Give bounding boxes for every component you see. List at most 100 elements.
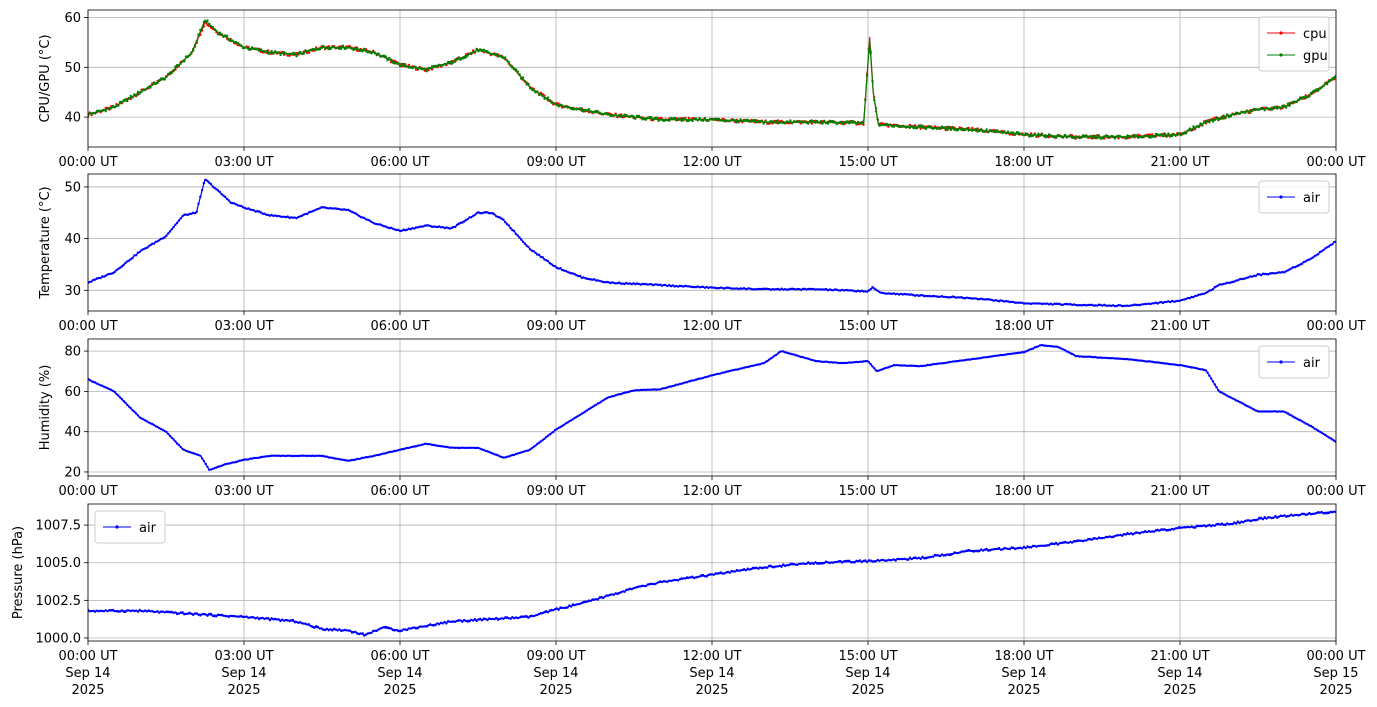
data-point xyxy=(131,256,134,260)
data-point xyxy=(566,270,569,274)
data-point xyxy=(229,614,232,617)
data-point xyxy=(700,119,703,122)
data-point xyxy=(1145,134,1149,137)
data-point xyxy=(687,576,690,579)
data-point xyxy=(359,632,362,635)
data-point xyxy=(641,118,644,121)
data-point xyxy=(767,121,771,124)
data-point xyxy=(370,52,373,55)
data-point xyxy=(668,385,671,388)
data-point xyxy=(245,207,248,211)
data-point xyxy=(102,108,106,112)
data-point xyxy=(905,293,908,296)
data-point xyxy=(133,93,136,96)
data-point xyxy=(741,287,744,290)
data-point xyxy=(323,628,327,632)
data-point xyxy=(1304,513,1307,517)
data-point xyxy=(748,287,751,290)
data-point xyxy=(698,286,701,289)
data-point xyxy=(174,65,177,68)
data-point xyxy=(983,130,986,133)
data-point xyxy=(931,363,935,366)
data-point xyxy=(545,97,548,100)
data-point xyxy=(737,368,740,371)
data-point xyxy=(742,366,746,369)
data-point xyxy=(593,110,596,113)
data-point xyxy=(104,386,108,389)
data-point xyxy=(878,369,881,372)
data-point xyxy=(771,122,774,125)
data-point xyxy=(133,410,136,413)
data-point xyxy=(181,447,184,451)
data-point xyxy=(666,284,669,288)
data-point xyxy=(1010,300,1013,304)
data-point xyxy=(222,463,225,467)
data-point xyxy=(801,562,805,565)
x-tick-label: 15:00 UT xyxy=(838,484,897,499)
data-point xyxy=(1013,547,1017,551)
data-point xyxy=(192,211,195,214)
data-point xyxy=(828,561,831,565)
data-point xyxy=(274,50,277,53)
data-point xyxy=(1208,374,1211,377)
data-point xyxy=(471,51,475,54)
data-point xyxy=(300,622,304,625)
data-point xyxy=(179,217,182,220)
data-point xyxy=(1067,135,1070,138)
data-point xyxy=(1320,86,1323,89)
data-point xyxy=(817,562,821,565)
data-point xyxy=(814,561,817,564)
data-point xyxy=(999,130,1002,133)
data-point xyxy=(322,628,325,631)
data-point xyxy=(1010,546,1013,549)
data-point xyxy=(366,632,370,635)
data-point xyxy=(468,446,471,450)
data-point xyxy=(1176,133,1179,137)
data-point xyxy=(227,615,230,619)
data-point xyxy=(707,573,710,577)
data-point xyxy=(981,356,985,359)
data-point xyxy=(329,628,332,631)
data-point xyxy=(997,354,1001,357)
data-point xyxy=(1192,526,1195,529)
data-point xyxy=(1012,352,1015,355)
data-point xyxy=(514,232,518,236)
data-point xyxy=(1279,410,1282,413)
data-point xyxy=(1010,352,1013,355)
data-point xyxy=(880,123,883,127)
data-point xyxy=(1165,135,1168,138)
data-point xyxy=(1012,133,1015,137)
data-point xyxy=(898,293,901,296)
data-point xyxy=(769,119,772,123)
data-point xyxy=(546,259,550,263)
data-point xyxy=(329,206,332,210)
data-point xyxy=(605,594,608,597)
data-point xyxy=(1179,299,1183,302)
data-point xyxy=(336,629,339,632)
data-point xyxy=(240,44,243,47)
data-point xyxy=(867,49,871,52)
data-point xyxy=(550,263,553,266)
data-point xyxy=(924,364,928,367)
data-point xyxy=(1169,363,1172,366)
data-point xyxy=(254,456,257,460)
y-axis-label: CPU/GPU (°C) xyxy=(38,34,53,122)
data-point xyxy=(1120,135,1124,139)
data-point xyxy=(341,44,345,47)
data-point xyxy=(208,181,211,184)
data-point xyxy=(1183,526,1186,529)
data-point xyxy=(946,296,949,299)
data-point xyxy=(1324,247,1327,250)
x-tick-label: 00:00 UT xyxy=(1306,155,1365,170)
data-point xyxy=(347,208,350,211)
data-point xyxy=(1308,95,1311,98)
data-point xyxy=(628,115,632,119)
data-point xyxy=(1047,544,1051,547)
data-point xyxy=(1101,356,1104,360)
data-point xyxy=(903,557,906,560)
data-point xyxy=(744,569,748,572)
data-point xyxy=(443,445,446,448)
data-point xyxy=(842,560,846,563)
data-point xyxy=(931,294,935,298)
